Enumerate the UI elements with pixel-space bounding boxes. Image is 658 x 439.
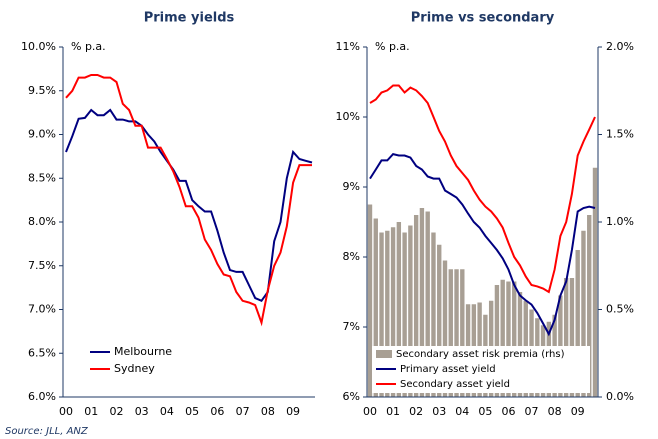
x-tick-label: 09 [571,405,585,418]
bar [419,208,425,397]
x-tick-label: 00 [59,405,73,418]
y-tick-label: 10.0% [21,40,56,53]
bar [413,215,419,397]
x-tick-label: 08 [548,405,562,418]
bar [506,281,511,397]
chart-title: Prime yields [144,11,235,26]
bar [592,167,598,397]
y2-tick-label: 1.5% [606,128,634,141]
bar [587,215,592,397]
bar [425,211,430,397]
bar [448,269,453,397]
y-tick-label: 7.5% [28,259,56,272]
bar [408,225,413,397]
bar [569,278,575,397]
line [65,74,312,327]
y2-tick-label: 0.0% [606,390,634,403]
bar [390,227,396,397]
y-tick-label: 7% [343,320,360,333]
line [369,152,596,337]
y-axis-label: % p.a. [375,40,410,53]
x-tick-label: 07 [525,405,539,418]
bar [512,281,517,397]
y-tick-label: 8% [343,250,360,263]
bar [442,260,448,397]
y-tick-label: 6.5% [28,346,56,359]
x-tick-label: 02 [409,405,423,418]
y-tick-label: 6% [343,390,360,403]
bar [402,232,407,397]
x-tick-label: 08 [261,405,275,418]
x-tick-label: 09 [286,405,300,418]
bar [575,250,580,397]
bar [437,244,442,397]
legend-label: Secondary asset risk premia (rhs) [396,349,565,360]
bar [385,230,390,397]
legend-label: Melbourne [114,345,172,358]
y2-tick-label: 2.0% [606,40,634,53]
x-tick-label: 06 [501,405,515,418]
x-tick-label: 04 [160,405,174,418]
bar [494,285,500,397]
bar [563,278,569,397]
bar [367,204,373,397]
chart-title: Prime vs secondary [411,11,555,26]
line [65,108,313,303]
y-tick-label: 9% [343,180,360,193]
x-tick-label: 04 [455,405,469,418]
legend-label: Primary asset yield [400,364,496,375]
x-tick-label: 06 [210,405,224,418]
y-tick-label: 9.5% [28,84,56,97]
y-tick-label: 10% [336,110,360,123]
bar [517,292,523,397]
x-tick-label: 03 [135,405,149,418]
source: Source: JLL, ANZ [5,426,89,437]
y-axis-label: % p.a. [71,40,106,53]
y-tick-label: 8.5% [28,171,56,184]
x-tick-label: 07 [236,405,250,418]
y-tick-label: 9.0% [28,128,56,141]
legend-box [372,346,590,393]
legend-label: Secondary asset yield [400,379,510,390]
y-tick-label: 7.0% [28,303,56,316]
x-tick-label: 00 [363,405,377,418]
legend-label: Sydney [114,362,155,375]
x-tick-label: 03 [432,405,446,418]
y-tick-label: 11% [336,40,360,53]
bar [396,222,402,397]
bar [460,269,465,397]
legend-swatch [376,350,392,358]
x-tick-label: 05 [185,405,199,418]
bar [454,269,459,397]
bar [431,232,436,397]
bar [373,218,378,397]
x-tick-label: 01 [84,405,98,418]
bar [379,232,384,397]
bar [581,230,586,397]
x-tick-label: 02 [109,405,123,418]
y2-tick-label: 0.5% [606,303,634,316]
y-tick-label: 8.0% [28,215,56,228]
y2-tick-label: 1.0% [606,215,634,228]
line [369,84,596,294]
x-tick-label: 01 [386,405,400,418]
bar [500,279,505,397]
y-tick-label: 6.0% [28,390,56,403]
x-tick-label: 05 [478,405,492,418]
